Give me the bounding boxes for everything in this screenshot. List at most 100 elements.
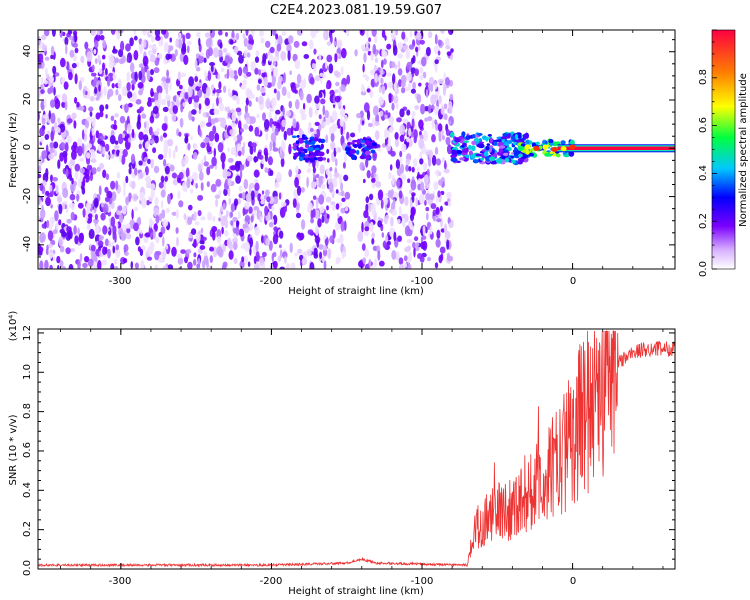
heatmap-cell bbox=[141, 39, 145, 50]
heatmap-cell bbox=[125, 233, 132, 240]
heatmap-cell bbox=[243, 228, 249, 234]
heatmap-cell bbox=[164, 175, 168, 182]
heatmap-cell bbox=[125, 43, 131, 52]
ytick-label: 0.4 bbox=[22, 482, 33, 498]
heatmap-cell bbox=[414, 105, 420, 111]
heatmap-cell bbox=[391, 102, 395, 111]
heatmap-cell bbox=[138, 131, 144, 141]
heatmap-cell bbox=[320, 143, 324, 150]
heatmap-cell bbox=[514, 133, 519, 140]
heatmap-cell bbox=[177, 257, 184, 265]
heatmap-cell bbox=[542, 144, 549, 150]
heatmap-cell bbox=[398, 205, 402, 216]
heatmap-cell bbox=[518, 160, 522, 165]
heatmap-cell bbox=[366, 170, 371, 179]
heatmap-cell bbox=[321, 214, 325, 224]
heatmap-cell bbox=[233, 46, 239, 54]
heatmap-cell bbox=[301, 134, 306, 139]
heatmap-cell bbox=[144, 232, 151, 238]
heatmap-cell bbox=[255, 240, 259, 252]
heatmap-cell bbox=[112, 73, 117, 80]
heatmap-cell bbox=[94, 86, 98, 94]
heatmap-cell bbox=[318, 92, 323, 98]
heatmap-cell bbox=[245, 193, 252, 203]
heatmap-cell bbox=[377, 220, 383, 228]
heatmap-cell bbox=[483, 151, 489, 157]
heatmap-cell bbox=[64, 142, 69, 153]
heatmap-cell bbox=[57, 117, 61, 123]
heatmap-cell bbox=[434, 146, 439, 155]
heatmap-cell bbox=[396, 179, 401, 188]
heatmap-cell bbox=[406, 109, 411, 116]
heatmap-cell bbox=[196, 263, 201, 269]
heatmap-cell bbox=[126, 71, 131, 82]
heatmap-cell bbox=[277, 80, 282, 90]
heatmap-cell bbox=[175, 99, 181, 108]
heatmap-cell bbox=[274, 127, 279, 136]
colorbar-tick-label: 0.4 bbox=[698, 165, 709, 181]
heatmap-cell bbox=[55, 127, 61, 134]
heatmap-cell bbox=[431, 155, 437, 166]
heatmap-cell bbox=[404, 196, 409, 207]
heatmap-cell bbox=[351, 154, 356, 160]
heatmap-cell bbox=[196, 82, 203, 87]
heatmap-cell bbox=[272, 234, 279, 245]
heatmap-cell bbox=[245, 30, 249, 36]
heatmap-cell bbox=[335, 203, 340, 210]
heatmap-cell bbox=[352, 144, 358, 147]
heatmap-cell bbox=[419, 74, 424, 81]
heatmap-cell bbox=[206, 258, 209, 269]
heatmap-cell bbox=[473, 159, 479, 164]
heatmap-cell bbox=[216, 97, 219, 107]
ytick-label: 40 bbox=[22, 45, 33, 58]
heatmap-cell bbox=[79, 157, 85, 162]
heatmap-cell bbox=[167, 264, 174, 269]
heatmap-cell bbox=[154, 30, 161, 38]
heatmap-cell bbox=[200, 216, 206, 221]
heatmap-cell bbox=[343, 174, 349, 182]
heatmap-cell bbox=[414, 68, 420, 77]
heatmap-cell bbox=[381, 85, 386, 95]
heatmap-cell bbox=[111, 83, 115, 89]
heatmap-cell bbox=[254, 226, 260, 236]
heatmap-cell bbox=[256, 113, 260, 119]
heatmap-cell bbox=[199, 245, 206, 250]
heatmap-cell bbox=[99, 135, 105, 140]
heatmap-cell bbox=[528, 152, 535, 157]
heatmap-cell bbox=[364, 248, 370, 258]
heatmap-cell bbox=[248, 206, 253, 214]
heatmap-cell bbox=[368, 37, 372, 43]
heatmap-cell bbox=[49, 252, 55, 258]
heatmap-cell bbox=[365, 158, 369, 168]
heatmap-cell bbox=[237, 211, 241, 219]
heatmap-cell bbox=[329, 235, 334, 244]
heatmap-cell bbox=[133, 50, 139, 61]
heatmap-cell bbox=[335, 158, 338, 167]
heatmap-cell bbox=[488, 147, 492, 153]
heatmap-cell bbox=[340, 182, 343, 192]
heatmap-cell bbox=[230, 211, 234, 218]
heatmap-cell bbox=[64, 100, 68, 111]
heatmap-cell bbox=[78, 80, 83, 91]
heatmap-cell bbox=[446, 191, 452, 199]
heatmap-cell bbox=[419, 39, 425, 45]
heatmap-cell bbox=[112, 225, 117, 236]
heatmap-cell bbox=[314, 121, 320, 126]
heatmap-cell bbox=[95, 34, 101, 42]
heatmap-cell bbox=[95, 200, 98, 207]
heatmap-cell bbox=[118, 227, 124, 237]
heatmap-cell bbox=[167, 138, 174, 147]
heatmap-cell bbox=[280, 201, 287, 207]
heatmap-cell bbox=[44, 30, 50, 37]
heatmap-cell bbox=[244, 104, 248, 114]
heatmap-cell bbox=[408, 166, 412, 172]
heatmap-cell bbox=[206, 181, 210, 188]
heatmap-cell bbox=[87, 213, 93, 219]
heatmap-cell bbox=[367, 122, 373, 128]
heatmap-cell bbox=[253, 156, 259, 163]
heatmap-cell bbox=[238, 164, 245, 171]
heatmap-cell bbox=[487, 134, 492, 137]
heatmap-cell bbox=[392, 73, 396, 85]
heatmap-cell bbox=[53, 150, 58, 157]
heatmap-cell bbox=[318, 194, 325, 205]
